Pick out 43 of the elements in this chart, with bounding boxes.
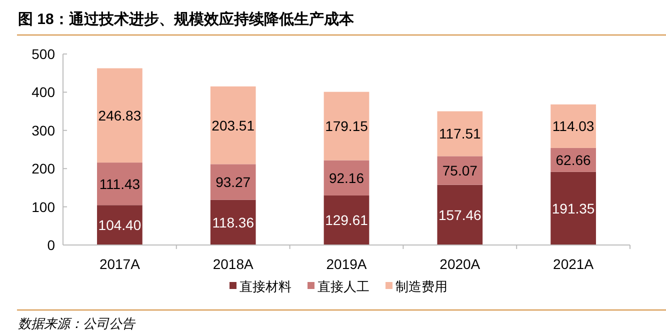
data-label: 93.27 [216, 174, 251, 190]
legend-label: 直接人工 [318, 279, 370, 294]
data-label: 62.66 [556, 152, 592, 168]
y-tick-label: 500 [32, 46, 56, 62]
bar [324, 195, 370, 245]
data-label: 157.46 [438, 206, 482, 223]
x-tick-label: 2017A [99, 256, 141, 272]
data-label: 111.43 [99, 176, 140, 192]
x-tick-label: 2018A [212, 256, 254, 272]
x-tick-label: 2020A [440, 256, 481, 272]
chart-title: 图 18：通过技术进步、规模效应持续降低生产成本 [18, 10, 355, 28]
bar [210, 164, 256, 200]
legend-label: 直接材料 [240, 279, 292, 294]
x-tick-label: 2019A [326, 256, 368, 272]
bar [550, 104, 596, 148]
data-label: 179.15 [325, 118, 368, 134]
bar [210, 200, 256, 245]
bar [97, 162, 142, 206]
source-note: 数据来源：公司公告 [18, 316, 136, 331]
bar [97, 68, 142, 163]
y-tick-label: 300 [32, 122, 56, 138]
data-label: 129.61 [325, 212, 368, 228]
bar [437, 156, 483, 185]
bar [210, 86, 256, 164]
legend-label: 制造费用 [396, 279, 448, 294]
data-label: 246.83 [98, 107, 142, 124]
y-tick-label: 200 [32, 160, 56, 177]
data-label: 114.03 [552, 118, 594, 134]
data-label: 104.40 [98, 217, 142, 234]
bar [437, 111, 483, 156]
x-tick-label: 2021A [553, 256, 594, 272]
bar [550, 172, 596, 245]
bar [324, 92, 370, 160]
y-tick-label: 0 [47, 237, 56, 253]
data-label: 117.51 [439, 126, 482, 142]
data-label: 191.35 [552, 200, 595, 216]
y-tick-label: 400 [32, 84, 56, 100]
bar [437, 184, 483, 245]
y-tick-label: 100 [32, 198, 56, 215]
data-label: 75.07 [442, 162, 478, 179]
data-label: 92.16 [328, 170, 364, 186]
data-label: 203.51 [212, 117, 255, 134]
data-label: 118.36 [212, 214, 254, 230]
